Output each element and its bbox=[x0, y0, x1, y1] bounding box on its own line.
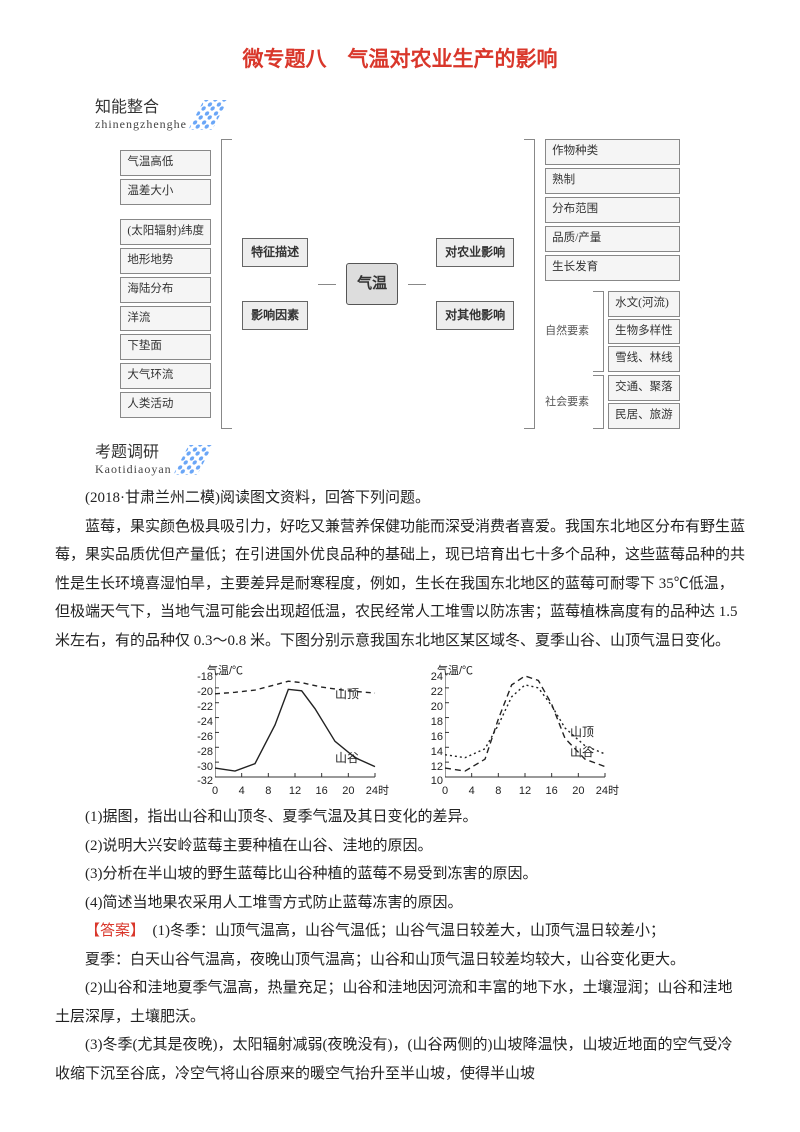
xtick: 12 bbox=[289, 781, 301, 802]
xtick: 16 bbox=[546, 781, 558, 802]
cm-label-factor: 影响因素 bbox=[242, 301, 308, 330]
xtick: 0 bbox=[442, 781, 448, 802]
xtick: 0 bbox=[212, 781, 218, 802]
ytick: 10 bbox=[421, 771, 443, 792]
answer-label: 【答案】 bbox=[85, 923, 138, 939]
charts-row: 气温/℃-18-20-22-24-26-28-30-3204812162024时… bbox=[55, 663, 745, 793]
section-knowledge: 知能整合 zhinengzhenghe bbox=[95, 98, 745, 132]
page-title: 微专题八 气温对农业生产的影响 bbox=[55, 40, 745, 80]
question-1: (1)据图，指出山谷和山顶冬、夏季气温及其日变化的差异。 bbox=[55, 803, 745, 832]
answer-1a: 【答案】 (1)冬季：山顶气温高，山谷气温低；山谷气温日较差大，山顶气温日较差小… bbox=[55, 917, 745, 946]
cm-sub-social: 社会要素 bbox=[545, 392, 589, 413]
answer-1b: 夏季：白天山谷气温高，夜晚山顶气温高；山谷和山顶气温日较差均较大，山谷变化更大。 bbox=[55, 946, 745, 975]
xtick: 12 bbox=[519, 781, 531, 802]
axis-xlabel: 24时 bbox=[596, 781, 619, 802]
question-2: (2)说明大兴安岭蓝莓主要种植在山谷、洼地的原因。 bbox=[55, 832, 745, 861]
cm-item: 洋流 bbox=[120, 306, 211, 332]
cm-item: 民居、旅游 bbox=[608, 403, 680, 429]
axis-xlabel: 24时 bbox=[366, 781, 389, 802]
cm-label-other: 对其他影响 bbox=[436, 301, 514, 330]
cm-item: 作物种类 bbox=[545, 139, 680, 165]
cm-item: 分布范围 bbox=[545, 197, 680, 223]
xtick: 20 bbox=[342, 781, 354, 802]
section1-py: zhinengzhenghe bbox=[95, 117, 187, 131]
cm-item: 人类活动 bbox=[120, 392, 211, 418]
xtick: 4 bbox=[239, 781, 245, 802]
cm-label-feature: 特征描述 bbox=[242, 238, 308, 267]
chart-summer: 气温/℃242220181614121004812162024时山顶山谷 bbox=[415, 663, 615, 793]
answer-3: (3)冬季(尤其是夜晚)，太阳辐射减弱(夜晚没有)，(山谷两侧的)山坡降温快，山… bbox=[55, 1031, 745, 1088]
xtick: 20 bbox=[572, 781, 584, 802]
cm-item: 水文(河流) bbox=[608, 291, 680, 317]
exam-source: (2018·甘肃兰州二模)阅读图文资料，回答下列问题。 bbox=[55, 484, 745, 513]
cm-item: 下垫面 bbox=[120, 334, 211, 360]
cm-item: 大气环流 bbox=[120, 363, 211, 389]
cm-item: 海陆分布 bbox=[120, 277, 211, 303]
cm-item: 交通、聚落 bbox=[608, 375, 680, 401]
section2-py: Kaotidiaoyan bbox=[95, 462, 172, 476]
xtick: 16 bbox=[316, 781, 328, 802]
xtick: 4 bbox=[469, 781, 475, 802]
decor-dots bbox=[188, 100, 228, 130]
cm-item: 温差大小 bbox=[120, 179, 211, 205]
cm-sub-natural: 自然要素 bbox=[545, 321, 589, 342]
section1-cn: 知能整合 bbox=[95, 98, 187, 117]
passage: 蓝莓，果实颜色极具吸引力，好吃又兼营养保健功能而深受消费者喜爱。我国东北地区分布… bbox=[55, 513, 745, 656]
decor-dots bbox=[173, 445, 213, 475]
question-4: (4)简述当地果农采用人工堆雪方式防止蓝莓冻害的原因。 bbox=[55, 889, 745, 918]
cm-label-agri: 对农业影响 bbox=[436, 238, 514, 267]
cm-item: (太阳辐射)纬度 bbox=[120, 219, 211, 245]
cm-item: 熟制 bbox=[545, 168, 680, 194]
section-exam: 考题调研 Kaotidiaoyan bbox=[95, 443, 745, 477]
answer-1a-text: (1)冬季：山顶气温高，山谷气温低；山谷气温日较差大，山顶气温日较差小； bbox=[153, 923, 666, 939]
cm-item: 生物多样性 bbox=[608, 319, 680, 345]
xtick: 8 bbox=[265, 781, 271, 802]
concept-map: 气温高低温差大小 (太阳辐射)纬度地形地势海陆分布洋流下垫面大气环流人类活动 特… bbox=[55, 139, 745, 428]
cm-item: 地形地势 bbox=[120, 248, 211, 274]
section2-cn: 考题调研 bbox=[95, 443, 172, 462]
cm-item: 品质/产量 bbox=[545, 226, 680, 252]
chart-winter: 气温/℃-18-20-22-24-26-28-30-3204812162024时… bbox=[185, 663, 385, 793]
cm-center: 气温 bbox=[346, 263, 398, 306]
cm-item: 气温高低 bbox=[120, 150, 211, 176]
cm-item: 生长发育 bbox=[545, 255, 680, 281]
question-3: (3)分析在半山坡的野生蓝莓比山谷种植的蓝莓不易受到冻害的原因。 bbox=[55, 860, 745, 889]
answer-2: (2)山谷和洼地夏季气温高，热量充足；山谷和洼地因河流和丰富的地下水，土壤湿润；… bbox=[55, 974, 745, 1031]
cm-item: 雪线、林线 bbox=[608, 346, 680, 372]
xtick: 8 bbox=[495, 781, 501, 802]
ytick: -32 bbox=[191, 771, 213, 792]
